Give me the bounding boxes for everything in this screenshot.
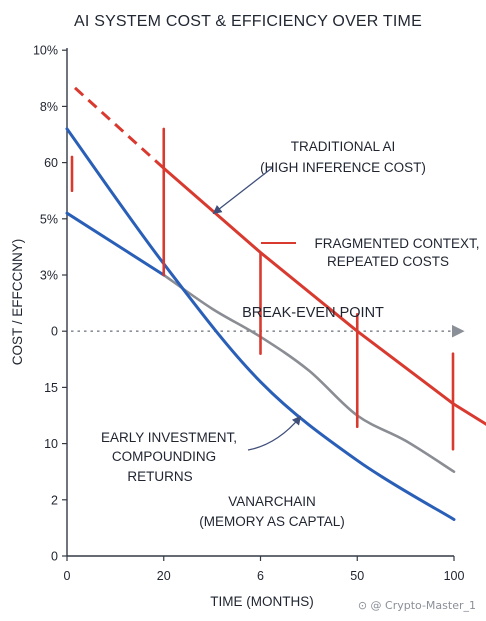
annotation-early-arrow <box>247 415 302 451</box>
watermark: ⊙ @ Crypto-Master_1 <box>358 599 476 612</box>
y-axis-label: COST / EFFCCNNY) <box>10 239 25 366</box>
x-axis-label: TIME (MONTHS) <box>210 594 314 609</box>
annotation-early-investment: EARLY INVESTMENT, COMPOUNDING RETURNS <box>101 415 302 484</box>
y-tick-label: 3% <box>40 269 58 283</box>
annotation-early-line1: EARLY INVESTMENT, <box>101 430 237 445</box>
y-tick-label: 0 <box>51 550 58 564</box>
y-tick-label: 2 <box>51 493 58 507</box>
x-tick-label: 0 <box>64 569 71 583</box>
y-tick-label: 0 <box>51 325 58 339</box>
annotation-early-line2: COMPOUNDING <box>112 449 216 464</box>
annotation-vanar-line1: VANARCHAIN <box>228 494 316 509</box>
series-line-early-investment <box>162 273 456 473</box>
annotation-traditional-line1: TRADITIONAL AI <box>291 139 396 154</box>
annotation-early-line3: RETURNS <box>127 469 192 484</box>
annotation-vanar-line2: (MEMORY AS CAPTAL) <box>199 514 345 529</box>
x-tick-label: 100 <box>444 569 465 583</box>
y-tick-label: 5% <box>40 212 58 226</box>
series-branch-vanarchain <box>65 211 166 277</box>
annotation-fragmented-line1: FRAGMENTED CONTEXT, <box>314 236 479 251</box>
annotation-fragmented: FRAGMENTED CONTEXT, REPEATED COSTS <box>261 236 480 269</box>
y-tick-label: 10% <box>33 44 58 58</box>
chart-title: AI SYSTEM COST & EFFICIENCY OVER TIME <box>74 13 422 30</box>
series-line-vanarchain <box>65 127 456 521</box>
x-tick-label: 6 <box>257 569 264 583</box>
y-tick-label: 15 <box>44 381 58 395</box>
annotation-traditional-line2: (HIGH INFERENCE COST) <box>260 160 426 175</box>
y-tick-label: 60 <box>44 156 58 170</box>
annotation-traditional-ai: TRADITIONAL AI (HIGH INFERENCE COST) <box>212 139 426 215</box>
annotation-traditional-arrow <box>212 167 273 215</box>
annotation-break-even: BREAK-EVEN POINT <box>242 305 384 321</box>
y-tick-label: 10 <box>44 437 58 451</box>
y-tick-label: 8% <box>40 100 58 114</box>
series-dashed-traditional-ai <box>73 86 165 170</box>
x-tick-label: 20 <box>157 569 171 583</box>
annotation-vanarchain: VANARCHAIN (MEMORY AS CAPTAL) <box>199 494 345 529</box>
x-tick-label: 50 <box>350 569 364 583</box>
annotation-fragmented-line2: REPEATED COSTS <box>327 254 449 269</box>
